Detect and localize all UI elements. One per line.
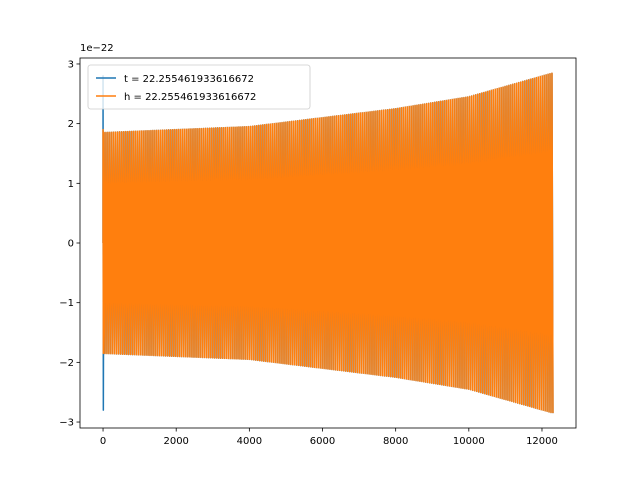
series-layer — [102, 72, 554, 414]
y-tick-label: 0 — [68, 239, 74, 250]
legend-label-0: t = 22.255461933616672 — [124, 74, 254, 85]
x-tick-label: 2000 — [163, 436, 188, 447]
legend-label-1: h = 22.255461933616672 — [124, 92, 256, 103]
x-axis: 0 2000 4000 6000 8000 10000 12000 — [100, 428, 558, 447]
x-tick-label: 6000 — [310, 436, 335, 447]
y-axis-offset-label: 1e−22 — [80, 43, 114, 54]
x-tick-label: 0 — [100, 436, 106, 447]
y-tick-label: −1 — [59, 298, 74, 309]
legend-box — [87, 64, 311, 110]
series-line-1 — [102, 72, 554, 414]
x-tick-label: 4000 — [237, 436, 262, 447]
x-tick-label: 8000 — [383, 436, 408, 447]
y-tick-label: 3 — [68, 59, 74, 70]
x-tick-label: 10000 — [453, 436, 485, 447]
x-tick-label: 12000 — [526, 436, 558, 447]
y-tick-label: −3 — [59, 418, 74, 429]
y-axis: −3 −2 −1 0 1 2 3 — [59, 59, 80, 429]
y-tick-label: 1 — [68, 179, 74, 190]
y-tick-label: −2 — [59, 358, 74, 369]
y-tick-label: 2 — [68, 119, 74, 130]
legend: t = 22.255461933616672 h = 22.25546193361… — [87, 64, 311, 110]
